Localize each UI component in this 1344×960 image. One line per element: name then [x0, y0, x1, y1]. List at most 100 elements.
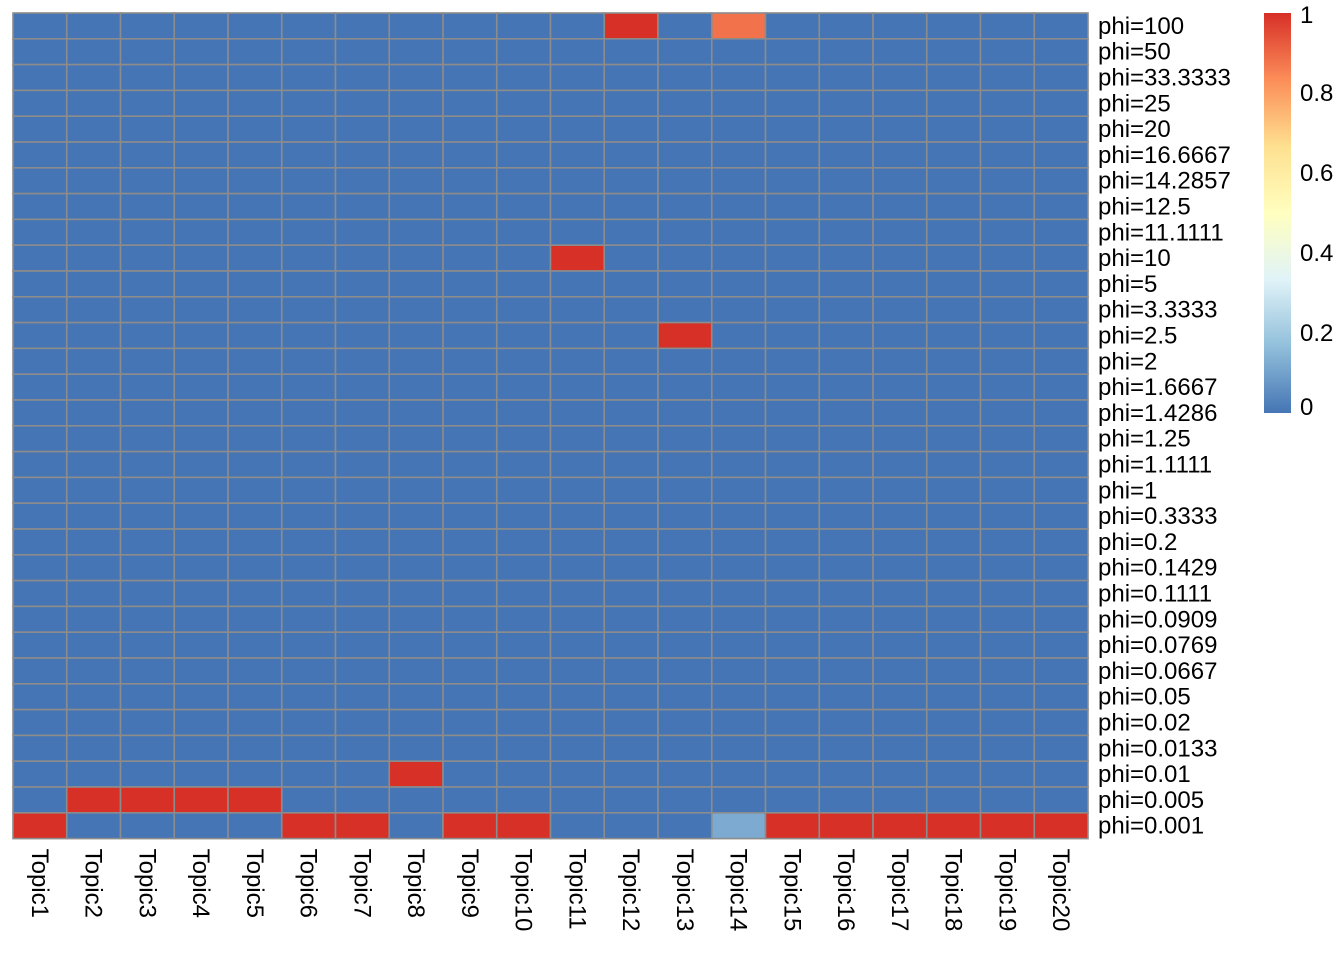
heatmap-cell	[818, 63, 874, 92]
heatmap-cell	[334, 579, 391, 608]
heatmap-cell	[872, 734, 928, 763]
legend-color-bar	[1264, 13, 1291, 413]
heatmap-cell	[442, 657, 498, 685]
heatmap-cell	[872, 631, 928, 659]
heatmap-cell	[710, 192, 767, 221]
heatmap-cell	[710, 605, 767, 634]
heatmap-cell	[603, 321, 659, 350]
heatmap-cell	[280, 682, 337, 711]
heatmap-cell	[280, 734, 337, 763]
heatmap-cell	[65, 528, 122, 556]
heatmap-cell	[764, 295, 821, 324]
heatmap-cell	[657, 37, 713, 66]
heatmap-cell	[280, 760, 337, 788]
heatmap-cell	[280, 605, 337, 634]
heatmap-cell	[872, 63, 928, 92]
heatmap-cell	[1033, 579, 1089, 608]
heatmap-cell	[65, 115, 122, 143]
heatmap-cell	[119, 12, 176, 40]
heatmap-cell	[549, 657, 606, 685]
heatmap-cell	[227, 657, 283, 685]
heatmap-cell	[710, 682, 767, 711]
heatmap-cell	[603, 167, 659, 195]
row-label: phi=0.0909	[1098, 606, 1217, 633]
heatmap-cell	[657, 553, 713, 582]
heatmap-cell	[872, 295, 928, 324]
heatmap-cell	[173, 682, 229, 711]
heatmap-cell	[1033, 476, 1089, 504]
row-label: phi=5	[1098, 271, 1157, 298]
heatmap-cell	[818, 450, 874, 479]
heatmap-cell	[872, 811, 928, 840]
heatmap-cell	[872, 141, 928, 169]
heatmap-cell	[495, 192, 552, 221]
heatmap-cell	[818, 424, 874, 453]
heatmap-cell	[657, 734, 713, 763]
heatmap-cell	[442, 373, 498, 401]
heatmap-cell	[979, 89, 1036, 118]
heatmap-cell	[65, 295, 122, 324]
column-label: Topic17	[886, 849, 913, 932]
heatmap-cell	[1033, 760, 1089, 788]
column-label: Topic9	[456, 849, 483, 918]
row-label: phi=50	[1098, 39, 1171, 66]
legend-tick-label: 0	[1300, 394, 1313, 421]
heatmap-cell	[173, 399, 229, 427]
heatmap-cell	[173, 347, 229, 375]
heatmap-cell	[280, 373, 337, 401]
row-label: phi=20	[1098, 116, 1171, 143]
heatmap-cell	[442, 450, 498, 479]
heatmap-cell	[65, 579, 122, 608]
heatmap-cell	[173, 631, 229, 659]
heatmap-cell	[495, 321, 552, 350]
heatmap-cell	[227, 786, 283, 814]
legend-tick-label: 0.2	[1300, 320, 1333, 347]
heatmap-cell	[388, 734, 444, 763]
heatmap-cell	[334, 12, 391, 40]
heatmap-cell	[173, 321, 229, 350]
column-label: Topic4	[187, 849, 214, 918]
heatmap-cell	[12, 708, 68, 737]
heatmap-cell	[1033, 89, 1089, 118]
heatmap-cell	[442, 347, 498, 375]
row-label: phi=1	[1098, 477, 1157, 504]
heatmap-cell	[764, 244, 821, 272]
heatmap-cell	[227, 63, 283, 92]
heatmap-cell	[710, 373, 767, 401]
heatmap-cell	[603, 399, 659, 427]
heatmap-cell	[119, 270, 176, 298]
heatmap-cell	[119, 37, 176, 66]
heatmap-cell	[1033, 321, 1089, 350]
heatmap-cells	[12, 12, 1089, 840]
column-label: Topic6	[295, 849, 322, 918]
heatmap-cell	[227, 373, 283, 401]
heatmap-cell	[549, 424, 606, 453]
heatmap-cell	[657, 682, 713, 711]
heatmap-cell	[227, 244, 283, 272]
heatmap-cell	[65, 12, 122, 40]
heatmap-cell	[388, 708, 444, 737]
heatmap-cell	[1033, 631, 1089, 659]
row-label: phi=0.1429	[1098, 555, 1217, 582]
heatmap-cell	[495, 786, 552, 814]
heatmap-cell	[173, 502, 229, 530]
heatmap-cell	[119, 476, 176, 504]
heatmap-cell	[12, 141, 68, 169]
heatmap-cell	[173, 811, 229, 840]
heatmap-cell	[549, 192, 606, 221]
heatmap-cell	[657, 12, 713, 40]
heatmap-cell	[710, 631, 767, 659]
heatmap-cell	[979, 167, 1036, 195]
heatmap-cell	[1033, 295, 1089, 324]
heatmap-cell	[227, 115, 283, 143]
heatmap-cell	[549, 786, 606, 814]
heatmap-cell	[442, 12, 498, 40]
heatmap-cell	[979, 347, 1036, 375]
heatmap-cell	[388, 760, 444, 788]
heatmap-cell	[925, 657, 982, 685]
heatmap-cell	[227, 12, 283, 40]
heatmap-cell	[710, 811, 767, 840]
heatmap-cell	[1033, 373, 1089, 401]
heatmap-cell	[710, 708, 767, 737]
